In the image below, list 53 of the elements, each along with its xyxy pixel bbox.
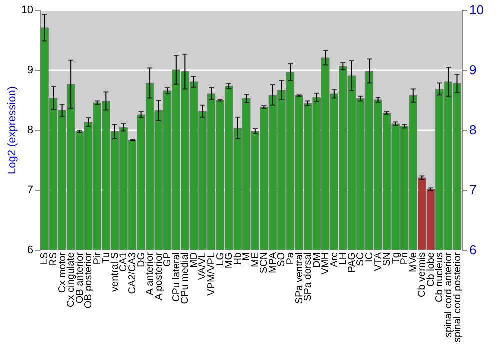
x-tick-label: MVe	[408, 252, 420, 273]
x-tick-label: GP	[162, 252, 174, 267]
x-tick-label: ventral S	[110, 252, 121, 292]
x-tick-label: SN	[382, 252, 394, 266]
x-tick-label: SC	[356, 252, 367, 266]
y2-tick-label: 10	[470, 2, 484, 18]
x-tick-label: spinal cord anterior	[443, 252, 454, 338]
x-tick-label: SCN	[259, 252, 270, 274]
x-tick-label: LS	[40, 252, 51, 265]
x-tick-label: MPA	[268, 252, 279, 274]
y2-tick-label: 7	[470, 182, 477, 198]
x-tick-label: VMH	[320, 252, 332, 275]
x-tick-label: DM	[312, 252, 323, 268]
x-tick-label: VTA	[373, 252, 384, 272]
x-tick-label: CPu lateral	[171, 252, 182, 302]
y2-tick-label: 9	[470, 62, 477, 78]
x-tick-label: CA1	[118, 252, 130, 272]
x-tick-label: PAG	[346, 252, 358, 273]
x-tick-label: RS	[48, 252, 60, 266]
x-tick-label: spinal cord posterior	[452, 252, 464, 343]
x-tick-label: SO	[276, 252, 288, 267]
y-tick-label: 6	[27, 244, 34, 256]
x-tick-label: LG	[215, 252, 226, 266]
x-tick-label: DG	[136, 252, 148, 268]
y-tick-label: 7	[27, 184, 34, 196]
y-tick-label: 9	[27, 64, 34, 76]
x-tick-label: CA2/CA3	[128, 252, 139, 294]
x-tick-label: Tg	[390, 252, 402, 264]
y2-tick-label: 8	[470, 122, 477, 138]
y-axis-title: Log2 (expression)	[6, 86, 18, 175]
x-tick-label: Cx cingulate	[66, 252, 78, 308]
x-tick-label: VPM/VPL	[206, 252, 218, 296]
x-tick-label: Pn	[400, 252, 411, 265]
x-tick-label: Cb lobe	[426, 252, 437, 287]
x-tick-label: CPu medial	[180, 252, 192, 304]
y-tick-label: 8	[27, 124, 34, 136]
x-tick-label: Hb	[232, 252, 244, 266]
x-tick-label: M	[242, 252, 253, 261]
x-tick-label: SPa dorsal	[303, 252, 314, 302]
x-tick-label: OB anterior	[74, 252, 86, 304]
x-tick-label: Pir	[92, 252, 104, 265]
x-tick-label: IC	[364, 252, 376, 262]
y2-tick-label: 6	[470, 242, 477, 258]
x-tick-label: A posterior	[154, 252, 165, 300]
y-tick-label: 10	[21, 4, 34, 16]
x-tick-label: A anterior	[145, 252, 156, 296]
x-tick-label: Pa	[285, 252, 296, 265]
x-tick-label: OB posterior	[84, 252, 95, 309]
x-tick-label: ME	[250, 252, 262, 268]
x-tick-label: LH	[338, 252, 350, 266]
x-tick-label: Cb nucleus	[434, 252, 446, 303]
x-tick-label: Arc	[329, 252, 340, 268]
x-tick-label: Tu	[101, 252, 112, 264]
